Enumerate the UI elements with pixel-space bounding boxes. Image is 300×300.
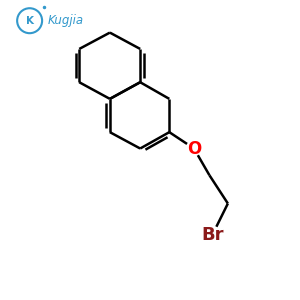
Text: O: O	[187, 140, 201, 158]
Text: K: K	[26, 16, 34, 26]
Text: Br: Br	[201, 226, 224, 244]
Text: Kugjia: Kugjia	[47, 14, 84, 27]
